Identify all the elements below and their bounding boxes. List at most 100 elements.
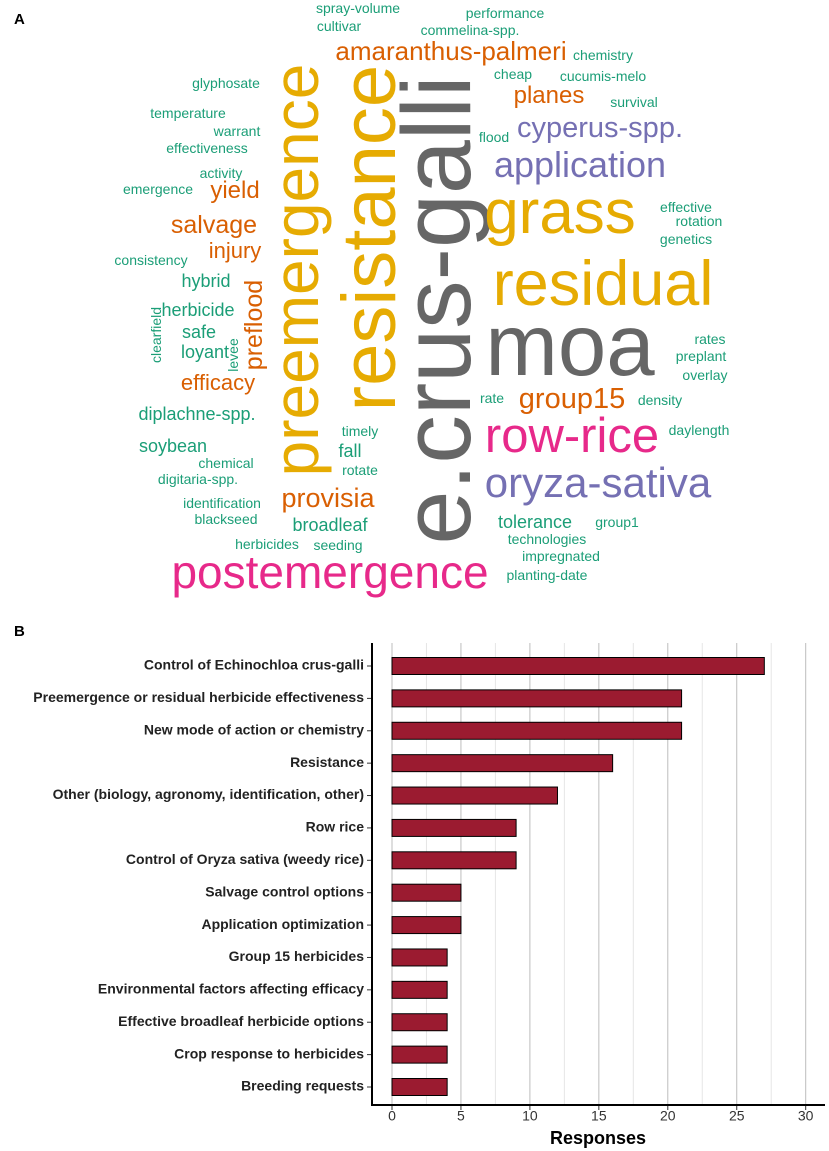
word: fall [338, 441, 361, 461]
word: density [638, 392, 682, 408]
bar [391, 916, 462, 935]
word: grass [484, 178, 636, 247]
word: blackseed [194, 511, 257, 527]
word: overlay [682, 367, 727, 383]
word: cyperus-spp. [517, 112, 683, 144]
word: effective [660, 199, 712, 215]
y-tick-label: New mode of action or chemistry [144, 721, 364, 737]
word: salvage [171, 211, 257, 239]
word: preemergence [260, 64, 332, 477]
word: yield [210, 177, 259, 204]
x-tick-label: 5 [457, 1108, 465, 1124]
word: injury [209, 238, 262, 263]
y-tick-label: Application optimization [201, 916, 364, 932]
word: residual [493, 249, 714, 319]
y-tick-label: Crop response to herbicides [174, 1045, 364, 1061]
word: planting-date [507, 567, 588, 583]
word: glyphosate [192, 75, 260, 91]
word: chemistry [573, 47, 633, 63]
word: commelina-spp. [421, 22, 520, 38]
word-cloud: e.crus-galliresistancepreemergencepreflo… [114, 0, 729, 598]
panel-label: B [14, 623, 25, 640]
x-tick-label: 25 [729, 1108, 745, 1124]
y-tick-label: Other (biology, agronomy, identification… [53, 786, 364, 802]
word: identification [183, 495, 261, 511]
x-tick-label: 20 [660, 1108, 676, 1124]
panel-label: A [14, 11, 25, 28]
bar [391, 786, 558, 805]
word: performance [466, 5, 545, 21]
y-tick-label: Salvage control options [205, 883, 364, 899]
word: temperature [150, 105, 226, 121]
bar [391, 721, 683, 740]
word: rotation [676, 213, 723, 229]
y-tick-label: Group 15 herbicides [229, 948, 365, 964]
x-tick-label: 0 [388, 1108, 396, 1124]
word: row-rice [485, 409, 659, 463]
word: application [494, 144, 666, 185]
word: genetics [660, 231, 712, 247]
word: tolerance [498, 512, 572, 532]
word: e.crus-galli [382, 76, 491, 545]
word: effectiveness [166, 140, 247, 156]
word: hybrid [181, 271, 230, 291]
word: clearfield [148, 307, 164, 363]
y-tick-label: Effective broadleaf herbicide options [118, 1013, 364, 1029]
word: daylength [669, 422, 730, 438]
bar [391, 1045, 448, 1064]
word: preplant [676, 348, 727, 364]
word: cultivar [317, 18, 362, 34]
word: timely [342, 423, 379, 439]
bar [391, 948, 448, 967]
word: cucumis-melo [560, 68, 647, 84]
y-tick-label: Resistance [290, 754, 364, 770]
word: technologies [508, 531, 587, 547]
word: broadleaf [292, 515, 368, 535]
bar-chart: B Responses 0 5 10 15 20 25 30 Control of Echin… [14, 623, 825, 1148]
word: chemical [198, 455, 253, 471]
word: group1 [595, 514, 639, 530]
word: rotate [342, 462, 378, 478]
bar [391, 1078, 448, 1096]
x-axis-title: Responses [550, 1128, 646, 1148]
word: rates [694, 331, 725, 347]
word: flood [479, 129, 509, 145]
word: digitaria-spp. [158, 471, 238, 487]
y-tick-label: Row rice [306, 819, 365, 835]
word: spray-volume [316, 0, 400, 16]
word: herbicide [161, 300, 234, 320]
word: group15 [519, 383, 625, 415]
y-tick-label: Environmental factors affecting efficacy [98, 981, 364, 997]
word: efficacy [181, 370, 255, 395]
word: activity [200, 165, 243, 181]
word: seeding [313, 537, 362, 553]
word: postemergence [171, 546, 488, 598]
bar [391, 851, 517, 870]
word: diplachne-spp. [138, 404, 255, 424]
word: levee [225, 338, 241, 372]
word: cheap [494, 66, 532, 82]
bar [391, 689, 683, 708]
word: warrant [213, 123, 261, 139]
word: planes [514, 82, 585, 109]
y-tick-label: Breeding requests [241, 1078, 364, 1094]
word: consistency [114, 252, 187, 268]
word: resistance [327, 65, 412, 411]
word: survival [610, 94, 657, 110]
word: preflood [240, 280, 268, 370]
word: provisia [281, 483, 375, 513]
word: moa [485, 297, 655, 394]
word: loyant [181, 342, 229, 362]
word: amaranthus-palmeri [335, 36, 566, 66]
bar [391, 754, 614, 773]
bar [391, 980, 448, 999]
word: soybean [139, 436, 207, 456]
word: oryza-sativa [485, 459, 712, 506]
word: rate [480, 390, 504, 406]
word: herbicides [235, 536, 299, 552]
word: emergence [123, 181, 193, 197]
bar [391, 818, 517, 837]
x-tick-label: 15 [591, 1108, 607, 1124]
x-tick-label: 10 [522, 1108, 538, 1124]
